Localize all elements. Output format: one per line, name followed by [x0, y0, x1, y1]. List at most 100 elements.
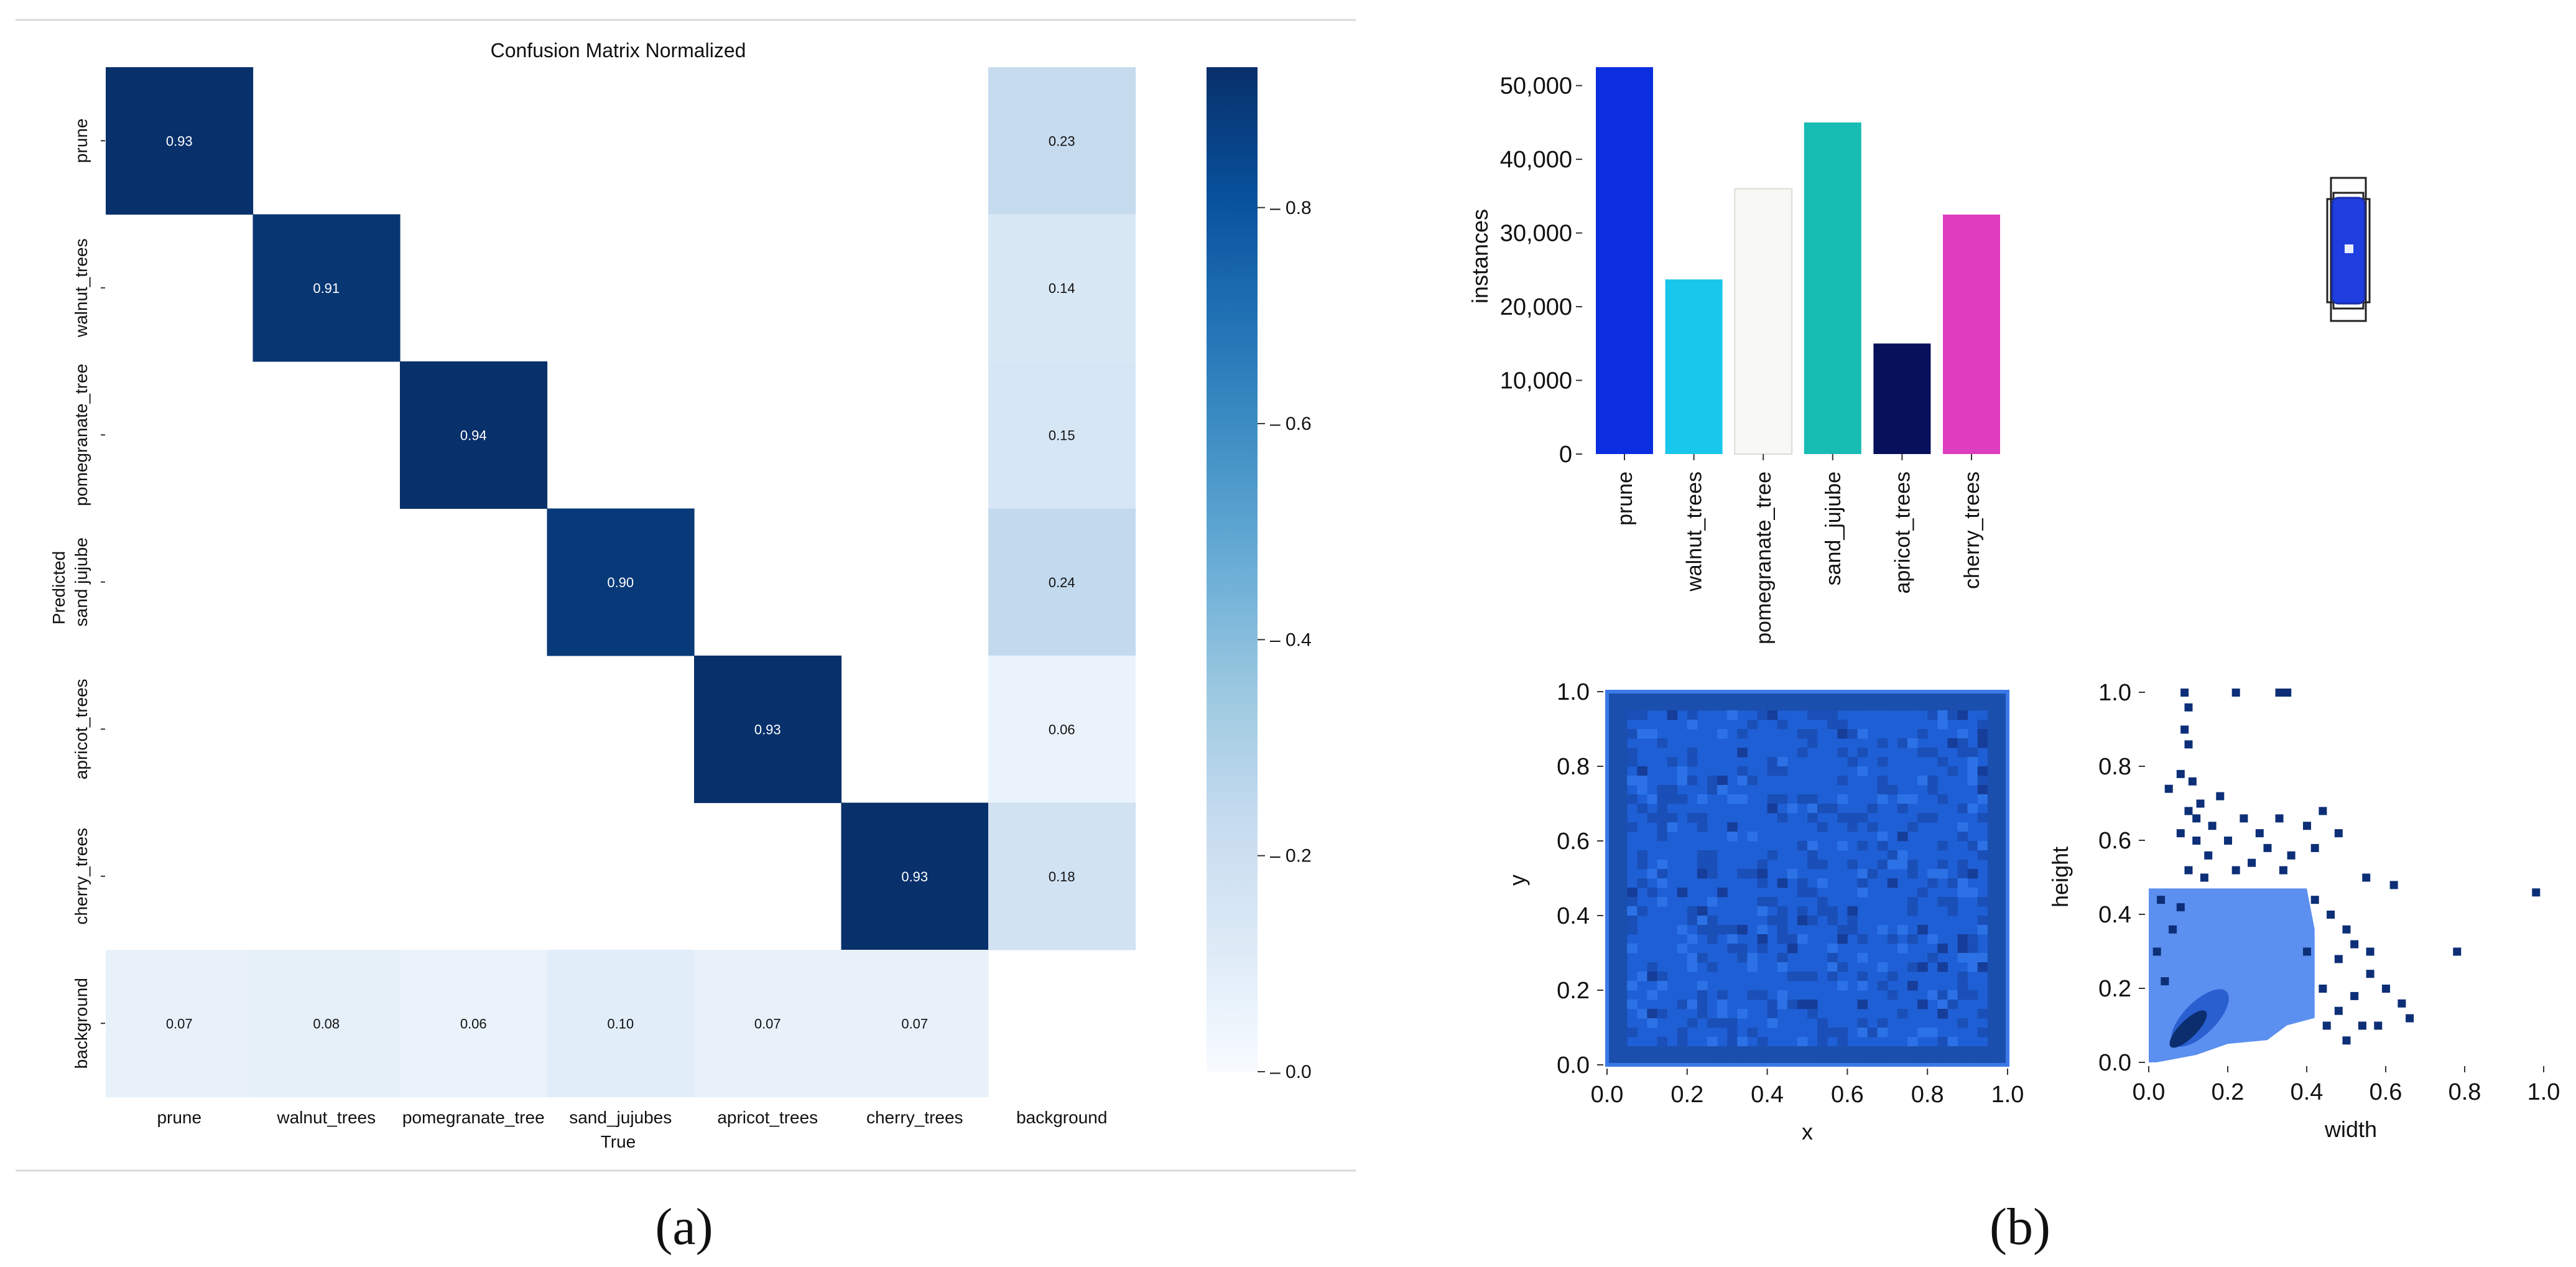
xy-heat-cell [1777, 692, 1788, 702]
xy-heat-cell [1737, 1056, 1748, 1065]
xy-heat-cell [1687, 1018, 1698, 1028]
xy-heat-cell [1707, 776, 1718, 786]
xy-heat-cell [1947, 878, 1958, 888]
xy-heat-cell [1607, 757, 1618, 767]
xy-heat-cell [1717, 701, 1728, 711]
xy-heat-cell [1977, 785, 1988, 795]
xy-heat-cell [1767, 897, 1778, 907]
xy-heat-cell [1727, 1037, 1738, 1047]
bar-x-tick-label-walnut-trees: walnut_trees [1683, 471, 1707, 592]
xy-heat-cell [1907, 981, 1918, 991]
xy-heat-cell [1747, 990, 1758, 1000]
xy-heat-cell [1907, 860, 1918, 870]
xy-heat-cell [1897, 701, 1908, 711]
cm-x-tick-walnut-trees: walnut_trees [276, 1108, 376, 1127]
xy-heat-cell [1877, 776, 1888, 786]
xy-heat-cell [1917, 925, 1928, 935]
wh-scatter-point [2169, 925, 2177, 934]
xy-heat-cell [1857, 1046, 1868, 1056]
xy-heat-cell [1997, 944, 2008, 954]
xy-heat-cell [1717, 776, 1728, 786]
xy-heat-cell [1817, 1037, 1828, 1047]
xy-heat-cell [1617, 822, 1628, 832]
xy-heat-cell [1637, 776, 1647, 786]
cm-cell-value-3-6: 0.24 [1049, 575, 1075, 590]
xy-x-tick-label-3: 0.6 [1831, 1082, 1864, 1108]
xy-heat-cell [1737, 869, 1748, 879]
bar-y-axis-label: instances [1467, 209, 1493, 304]
xy-heat-cell [1897, 944, 1908, 954]
xy-heat-cell [1677, 888, 1688, 898]
xy-heat-cell [1627, 776, 1638, 786]
xy-heat-cell [1717, 1018, 1728, 1028]
xy-heat-cell [1797, 888, 1808, 898]
xy-heat-cell [1917, 1056, 1928, 1065]
xy-heat-cell [1657, 832, 1668, 842]
xy-heat-cell [1857, 981, 1868, 991]
xy-heat-cell [1717, 785, 1728, 795]
xy-heat-cell [1987, 1000, 1998, 1009]
xy-heat-cell [1817, 878, 1828, 888]
xy-y-tick-label-2: 0.4 [1557, 903, 1590, 929]
xy-heat-cell [1917, 962, 1928, 972]
xy-heat-cell [1637, 729, 1647, 739]
xy-heat-cell [1607, 934, 1618, 944]
bar-chart-x-tick-labels: prune walnut_trees pomegranate_tree sand_ju… [1613, 454, 1984, 644]
xy-heat-cell [1617, 1046, 1628, 1056]
xy-heat-cell [1927, 710, 1938, 720]
bar-sand-jujube [1804, 122, 1861, 454]
xy-heat-cell [1657, 738, 1668, 748]
xy-heat-cell [1907, 738, 1918, 748]
xy-heat-cell [1647, 990, 1657, 1000]
wh-y-tick-label-4: 0.8 [2098, 754, 2131, 780]
xy-heat-cell [1817, 692, 1828, 702]
xy-heat-cell [1987, 850, 1998, 860]
xy-heat-cell [1637, 850, 1647, 860]
xy-heat-cell [1987, 981, 1998, 991]
xy-heat-cell [1707, 860, 1718, 870]
wh-scatter-point [2231, 866, 2240, 875]
xy-heat-cell [1737, 1037, 1748, 1047]
wh-scatter-point [2176, 829, 2185, 838]
xy-heat-cell [1617, 729, 1628, 739]
xy-heat-cell [1937, 1046, 1948, 1056]
xy-heat-cell [1747, 776, 1758, 786]
xy-heat-cell [1977, 766, 1988, 776]
xy-heat-cell [1677, 1037, 1688, 1047]
xy-heat-cell [1737, 748, 1748, 758]
cm-cell-value-1-1: 0.91 [313, 281, 340, 296]
xy-heat-cell [1957, 944, 1968, 954]
xy-heat-cell [1837, 934, 1848, 944]
colorbar-tick-label-0: – 0.0 [1270, 1062, 1312, 1082]
xy-heat-cell [1977, 953, 1988, 963]
xy-heat-cell [1657, 1009, 1668, 1019]
xy-heat-cell [1687, 1056, 1698, 1065]
xy-heat-cell [1997, 738, 2008, 748]
xy-heat-cell [1757, 1037, 1768, 1047]
xy-heat-cell [1697, 1056, 1708, 1065]
xy-heat-cell [1707, 850, 1718, 860]
xy-heat-cell [1867, 692, 1878, 702]
xy-heat-cell [1787, 804, 1798, 814]
xy-heat-cell [1917, 776, 1928, 786]
wh-scatter-point [2342, 1036, 2351, 1045]
xy-heat-cell [1607, 850, 1618, 860]
wh-scatter-point [2192, 814, 2201, 823]
xy-heat-cell [1877, 860, 1888, 870]
xy-heat-cell [1607, 869, 1618, 879]
bar-x-tick-label-prune: prune [1613, 471, 1637, 526]
xy-heat-cell [1607, 1028, 1618, 1037]
xy-heat-cell [1757, 710, 1768, 720]
xy-heat-cell [1607, 832, 1618, 842]
xy-heat-cell [1687, 701, 1698, 711]
xy-heat-cell [1887, 1056, 1898, 1065]
xy-heat-cell [1817, 1056, 1828, 1065]
xy-heat-cell [1627, 794, 1638, 804]
xy-heat-cell [1627, 916, 1638, 926]
xy-heat-cell [1837, 692, 1848, 702]
bar-y-tick-label-5: 50,000 [1500, 73, 1572, 100]
xy-heat-cell [1877, 757, 1888, 767]
xy-heat-cell [1877, 981, 1888, 991]
xy-heat-cell [1617, 878, 1628, 888]
xy-heat-cell [1937, 1000, 1948, 1009]
